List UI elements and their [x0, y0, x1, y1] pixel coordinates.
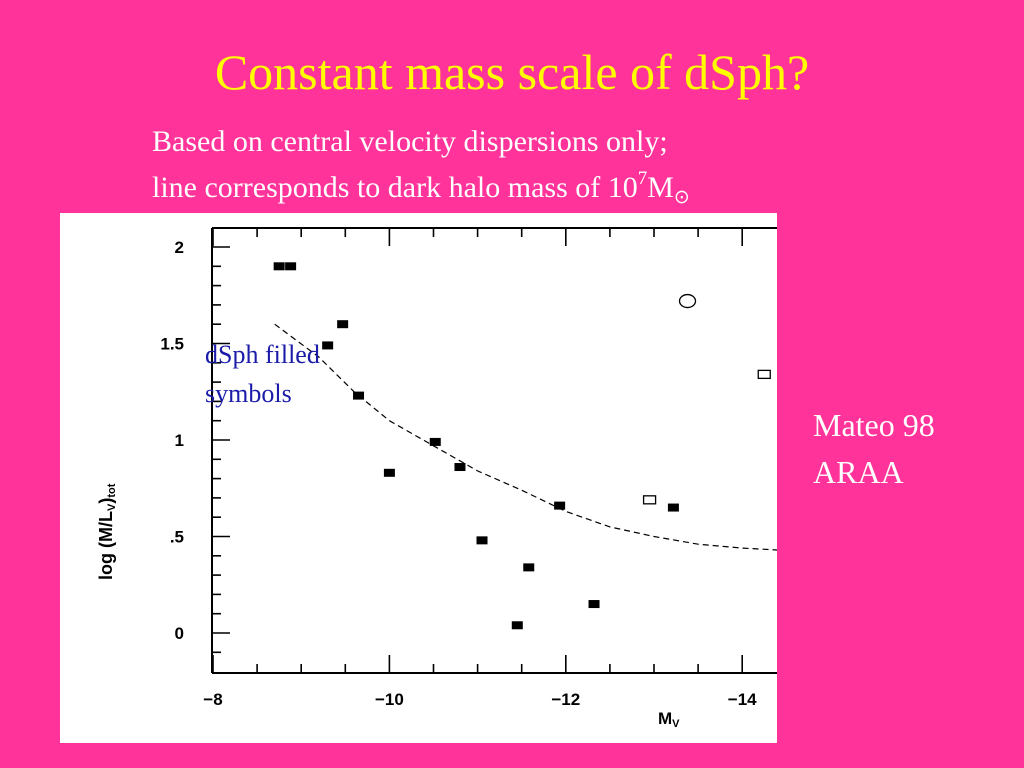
x-tick-label: −12	[551, 690, 580, 709]
filled-square-point	[476, 536, 488, 545]
tick-labels: −8 −10 −12 −14 0 .5 1 1.5 2	[160, 238, 757, 709]
open-circle-point	[678, 293, 697, 309]
y-axis-label-close: )	[96, 498, 116, 504]
y-axis-label: log (M/LV)tot	[96, 483, 118, 580]
reference-line-1: Mateo 98	[813, 407, 935, 443]
x-axis-label-main: M	[658, 709, 672, 728]
x-axis-label: MV	[658, 709, 680, 730]
subtitle-exponent: 7	[637, 168, 648, 189]
y-tick-label: 2	[175, 238, 184, 257]
filled-square-point	[337, 320, 349, 329]
plot-frame	[211, 227, 777, 674]
filled-square-point	[554, 501, 566, 510]
x-tick-label: −14	[728, 690, 757, 709]
filled-square-point	[353, 391, 365, 400]
open-square-point	[642, 495, 657, 505]
filled-square-point	[454, 463, 466, 472]
dark-halo-dashed-line	[274, 323, 777, 551]
x-tick-label: −10	[375, 690, 404, 709]
y-axis-label-sub-v: V	[106, 503, 118, 511]
open-square-point	[757, 369, 771, 380]
subtitle-unit: M	[647, 171, 674, 204]
subtitle-line-1: Based on central velocity dispersions on…	[152, 125, 668, 158]
filled-square-point	[429, 437, 441, 446]
y-tick-label: 0	[175, 624, 184, 643]
filled-square-point	[273, 262, 285, 271]
y-axis-label-sub-tot: tot	[106, 483, 118, 497]
x-axis-label-sub: V	[672, 718, 680, 730]
filled-square-point	[322, 341, 334, 350]
halo-mass-curve	[274, 323, 777, 551]
subtitle-line-2: line corresponds to dark halo mass of 10…	[152, 168, 690, 208]
axis-ticks	[212, 228, 744, 673]
filled-square-point	[588, 600, 600, 609]
annotation-line-1: dSph filled	[205, 340, 320, 369]
y-tick-label: 1.5	[160, 335, 184, 354]
data-points	[273, 262, 771, 630]
annotation-line-2: symbols	[205, 379, 292, 408]
figure-panel: −8 −10 −12 −14 0.5 1 1.5 2 MV log (M/LV)tot	[60, 213, 777, 743]
filled-square-point	[511, 621, 523, 630]
x-tick-label: −8	[203, 690, 222, 709]
slide-title: Constant mass scale of dSph?	[214, 44, 810, 100]
reference-line-2: ARAA	[813, 454, 904, 490]
filled-square-point	[667, 503, 679, 512]
y-axis-label-main: log (M/L	[96, 511, 116, 580]
sun-symbol-icon: ⊙	[673, 186, 690, 208]
subtitle-line-2-text: line corresponds to dark halo mass of 10	[152, 171, 638, 204]
filled-square-point	[523, 563, 535, 572]
y-tick-label: 1	[175, 431, 184, 450]
filled-square-point	[285, 262, 297, 271]
y-tick-label: .5	[170, 528, 184, 547]
filled-square-point	[383, 468, 395, 477]
scatter-plot: −8 −10 −12 −140.511.52 MV log (M/LV)tot	[96, 227, 777, 730]
